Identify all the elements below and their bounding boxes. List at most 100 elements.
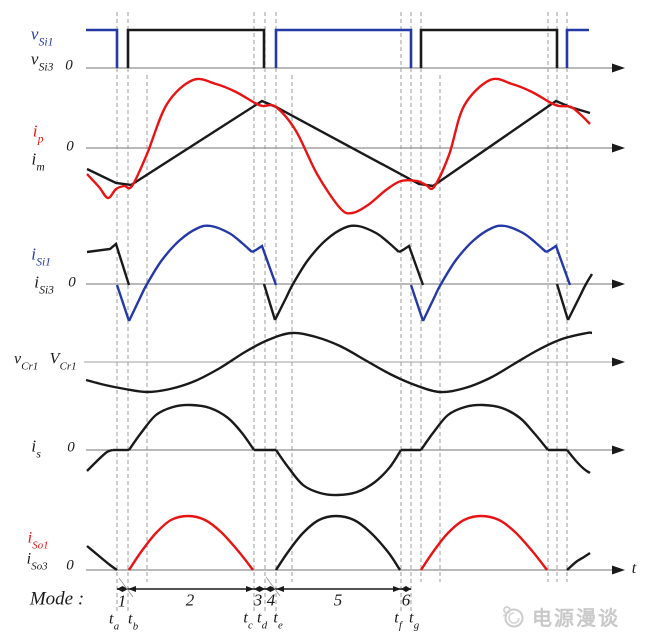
- waveform-i_Si1: [251, 244, 278, 286]
- label-mode-6-text: 6: [401, 590, 411, 610]
- mode-arrowhead-icon: [128, 586, 136, 592]
- label-t-a-subscript: a: [113, 620, 120, 633]
- label-mode-title-text: Mode :: [29, 588, 85, 610]
- label-v-si1: vSi1: [30, 24, 54, 49]
- label-t-c: tc: [243, 609, 253, 632]
- label-v-si3-text: v: [30, 49, 39, 69]
- waveform-i_s: [128, 403, 255, 451]
- label-t-a-text: t: [109, 610, 114, 628]
- label-mode-3: 3: [254, 592, 263, 609]
- waveform-i_s: [86, 448, 114, 472]
- label-t-f-subscript: f: [398, 619, 402, 632]
- mode-arrowhead-icon: [276, 586, 284, 592]
- label-i-so3: iSo3: [27, 551, 48, 573]
- waveform-i_Si3: [398, 244, 425, 286]
- label-mode-title: Mode :: [30, 590, 84, 609]
- label-i-si1: iSi1: [31, 244, 51, 269]
- label-i-si3-subscript: Si3: [39, 283, 54, 297]
- waveform-i_s: [275, 449, 403, 497]
- label-v-cr1-text: v: [13, 350, 22, 368]
- waveform-i_s: [566, 449, 591, 475]
- label-t-e-text: t: [273, 609, 278, 627]
- label-t-axis-text: t: [631, 560, 637, 577]
- label-t-f-text: t: [394, 609, 399, 627]
- label-zero-row1-text: 0: [65, 57, 73, 74]
- waveform-i_Si1: [409, 284, 425, 322]
- label-t-g: tg: [409, 609, 420, 632]
- label-i-s-subscript: s: [36, 447, 41, 461]
- axis-arrowhead-icon: [612, 279, 625, 289]
- label-t-c-subscript: c: [248, 619, 253, 632]
- label-i-si3: iSi3: [34, 272, 54, 297]
- label-i-so1: iSo1: [27, 529, 49, 551]
- mode-arrowhead-icon: [122, 586, 128, 592]
- label-t-axis: t: [632, 561, 636, 577]
- waveform-i_So3: [275, 514, 402, 571]
- label-mode-2: 2: [186, 592, 195, 609]
- label-i-m-text: i: [31, 149, 37, 169]
- label-v-si1-text: v: [30, 24, 39, 44]
- label-v-cr1-avg-subscript: Cr1: [59, 360, 77, 373]
- label-zero-row3-text: 0: [68, 274, 76, 291]
- label-t-e-subscript: e: [278, 619, 283, 632]
- mode-arrowhead-icon: [406, 586, 411, 592]
- label-i-m-subscript: m: [36, 160, 45, 174]
- label-v-cr1-avg: VCr1: [49, 350, 77, 373]
- mode-arrowhead-icon: [117, 586, 123, 592]
- label-i-si1-subscript: Si1: [36, 255, 51, 269]
- waveform-i_m: [86, 99, 591, 188]
- waveform-v_Si1: [274, 28, 413, 68]
- label-t-b: tb: [128, 610, 138, 632]
- waveform-i_So3: [566, 552, 591, 571]
- label-i-s-text: i: [31, 436, 37, 456]
- waveform-i_p: [86, 77, 591, 215]
- label-t-g-subscript: g: [413, 619, 420, 632]
- label-i-p-text: i: [32, 121, 38, 141]
- label-t-a: ta: [109, 610, 120, 633]
- label-v-si3: vSi3: [30, 49, 54, 74]
- label-mode-3-text: 3: [253, 590, 263, 610]
- label-v-cr1-avg-text: V: [49, 350, 60, 368]
- label-mode-5-text: 5: [333, 590, 343, 610]
- waveform-i_Si1: [115, 284, 131, 322]
- label-zero-row5: 0: [67, 440, 75, 456]
- label-t-f: tf: [394, 609, 402, 632]
- waveform-i_Si3: [555, 283, 570, 321]
- waveform-i_So3: [86, 545, 118, 571]
- waveform-v_Si3: [126, 28, 266, 68]
- waveform-i_Si3: [262, 283, 277, 321]
- waveform-v_Si1: [565, 28, 589, 68]
- label-i-p-subscript: p: [37, 132, 44, 146]
- waveform-i_So1: [128, 514, 254, 571]
- label-v-cr1-subscript: Cr1: [21, 360, 39, 373]
- waveform-i_Si3: [566, 273, 594, 321]
- axis-arrowhead-icon: [612, 357, 625, 367]
- label-t-g-text: t: [409, 609, 414, 627]
- label-i-si3-text: i: [34, 272, 39, 292]
- annotation-leader-line: [265, 576, 281, 597]
- label-mode-1-text: 1: [117, 591, 127, 611]
- waveform-v_Si1: [86, 28, 119, 68]
- label-i-so3-subscript: So3: [31, 560, 48, 573]
- mode-arrowhead-icon: [270, 586, 276, 592]
- waveform-i_Si1: [545, 244, 572, 286]
- mode-arrowhead-icon: [246, 586, 254, 592]
- waveform-i_Si3: [86, 241, 131, 286]
- label-i-s: is: [31, 436, 41, 461]
- label-t-e: te: [273, 609, 283, 632]
- waveform-i_Si1: [127, 224, 253, 322]
- label-t-c-text: t: [243, 609, 248, 627]
- label-t-d: td: [257, 610, 267, 631]
- label-i-so1-text: i: [27, 529, 33, 547]
- mode-arrowhead-icon: [265, 586, 271, 592]
- waveform-i_s: [420, 403, 549, 451]
- label-i-m: im: [31, 149, 45, 174]
- label-i-si1-text: i: [31, 244, 36, 264]
- label-mode-4: 4: [267, 592, 276, 609]
- mode-arrowhead-icon: [254, 586, 260, 592]
- label-t-b-text: t: [128, 610, 133, 628]
- label-zero-row2: 0: [66, 139, 74, 155]
- label-i-p: ip: [32, 121, 44, 146]
- label-mode-1: 1: [118, 593, 127, 610]
